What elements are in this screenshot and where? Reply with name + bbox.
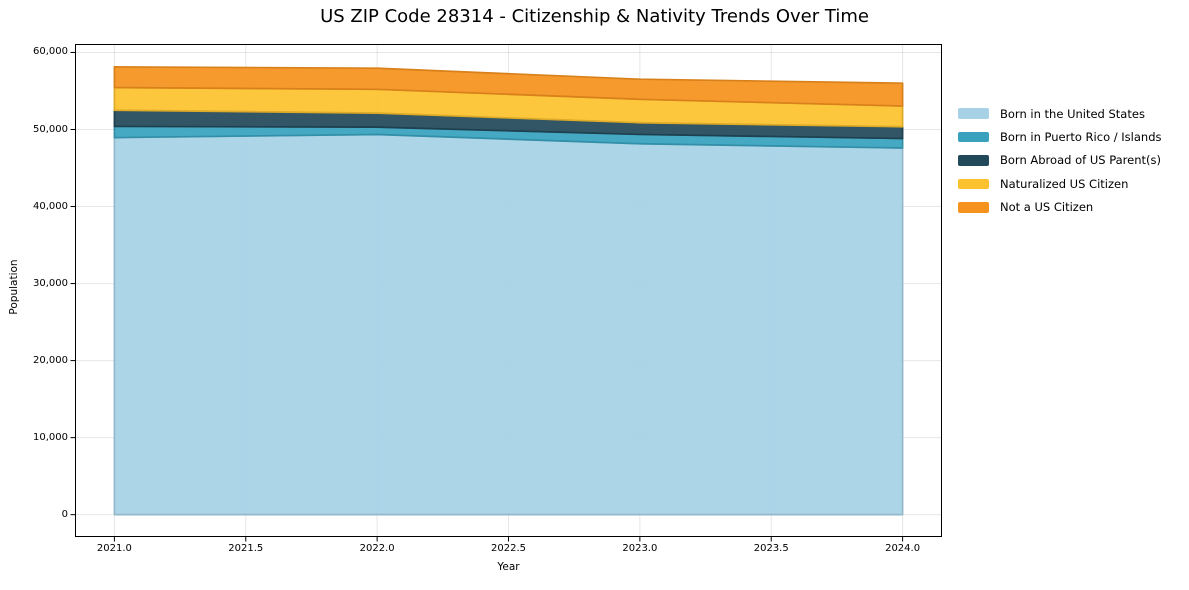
x-tick-label: 2021.5 xyxy=(228,543,264,554)
legend: Born in the United States Born in Puerto … xyxy=(958,102,1162,219)
axes-spines xyxy=(75,44,942,537)
y-tick-label: 0 xyxy=(61,508,68,520)
legend-item: Naturalized US Citizen xyxy=(958,172,1162,195)
chart-title: US ZIP Code 28314 - Citizenship & Nativi… xyxy=(320,6,869,27)
x-tick-label: 2024.0 xyxy=(885,543,921,554)
x-tick-label: 2022.0 xyxy=(359,543,395,554)
x-axis-label: Year xyxy=(497,561,520,573)
y-tick-label: 60,000 xyxy=(33,46,68,58)
legend-label: Not a US Citizen xyxy=(1000,200,1094,215)
legend-swatch xyxy=(958,178,989,190)
x-tick-label: 2023.5 xyxy=(753,543,789,554)
y-tick-label: 30,000 xyxy=(33,277,68,289)
legend-swatch xyxy=(958,131,989,143)
legend-swatch xyxy=(958,108,989,119)
y-tick-label: 50,000 xyxy=(33,123,68,135)
x-tick-label: 2022.5 xyxy=(491,543,526,554)
legend-swatch xyxy=(958,155,989,166)
area-series-not-a-us-citizen xyxy=(113,66,904,107)
x-tick-label: 2023.0 xyxy=(622,543,658,554)
legend-label: Born in the United States xyxy=(1000,106,1145,121)
legend-item: Born Abroad of US Parent(s) xyxy=(958,149,1162,172)
x-tick-label: 2021.0 xyxy=(96,543,132,554)
legend-swatch xyxy=(958,202,989,213)
legend-label: Born in Puerto Rico / Islands xyxy=(1000,130,1162,145)
legend-item: Not a US Citizen xyxy=(958,196,1162,219)
y-tick-label: 20,000 xyxy=(33,354,68,366)
legend-label: Born Abroad of US Parent(s) xyxy=(1000,153,1161,168)
legend-label: Naturalized US Citizen xyxy=(1000,176,1129,191)
y-tick-label: 40,000 xyxy=(33,200,68,212)
legend-item: Born in the United States xyxy=(958,102,1162,125)
legend-item: Born in Puerto Rico / Islands xyxy=(958,125,1162,148)
y-tick-label: 10,000 xyxy=(33,431,68,443)
area-series-born-in-the-united-states xyxy=(113,133,904,516)
